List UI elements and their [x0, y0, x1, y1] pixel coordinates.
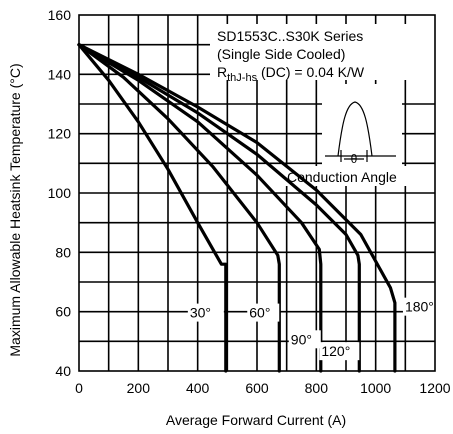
- curve-5: [77, 43, 397, 373]
- inset-background: [322, 84, 402, 166]
- inset-theta: θ: [351, 152, 358, 166]
- rth-value: (DC) = 0.04 K/W: [257, 64, 365, 80]
- curve-3: [77, 43, 323, 373]
- curve-label-background: [247, 303, 280, 322]
- cooling-note: (Single Side Cooled): [217, 46, 345, 62]
- y-tick-label: 60: [55, 304, 71, 320]
- curve-label: 30°: [190, 305, 211, 321]
- x-axis-title: Average Forward Current (A): [166, 412, 346, 428]
- curve-label-background: [288, 330, 321, 349]
- y-tick-label: 140: [48, 66, 72, 82]
- curve-labels: 30° 60° 90° 120° 180°: [187, 297, 447, 361]
- conduction-angle-label: Conduction Angle: [287, 169, 397, 185]
- thermal-resistance-note: RthJ-hs (DC) = 0.04 K/W: [217, 64, 365, 84]
- y-tick-label: 80: [55, 244, 71, 260]
- x-tick-label: 200: [127, 380, 151, 396]
- rth-subscript: thJ-hs: [227, 72, 257, 84]
- y-axis-ticks: 40 60 80 100 120 140 160: [48, 7, 72, 379]
- curve-label: 60°: [249, 305, 270, 321]
- x-tick-label: 1000: [360, 380, 391, 396]
- y-axis-title: Maximum Allowable Heatsink Temperature (…: [7, 63, 23, 356]
- inset-halfwave: [337, 101, 373, 157]
- curve-4: [77, 43, 361, 373]
- curve-label: 90°: [291, 331, 312, 347]
- curve-label-background: [187, 303, 224, 322]
- series-title: SD1553C..S30K Series: [217, 28, 363, 44]
- curves: [77, 43, 397, 373]
- curve-label: 180°: [405, 299, 434, 315]
- x-tick-label: 0: [75, 380, 83, 396]
- x-tick-label: 1200: [419, 380, 450, 396]
- rth-symbol: R: [217, 64, 227, 80]
- x-axis-ticks: 0 200 400 600 800 1000 1200: [75, 380, 451, 396]
- y-tick-label: 160: [48, 7, 72, 23]
- y-tick-label: 40: [55, 363, 71, 379]
- y-tick-label: 120: [48, 126, 72, 142]
- curve-label-background: [319, 342, 360, 361]
- curve-label: 120°: [321, 343, 350, 359]
- conduction-angle-inset: θ: [325, 101, 396, 166]
- curve-2: [77, 43, 281, 373]
- x-tick-label: 800: [305, 380, 329, 396]
- curve-1: [77, 43, 228, 373]
- x-tick-label: 600: [245, 380, 269, 396]
- inset-label-background: [284, 166, 436, 186]
- annotation-background: [210, 24, 436, 80]
- y-tick-label: 100: [48, 185, 72, 201]
- plot-frame: [78, 14, 436, 372]
- x-tick-label: 400: [186, 380, 210, 396]
- curve-label-background: [402, 297, 447, 316]
